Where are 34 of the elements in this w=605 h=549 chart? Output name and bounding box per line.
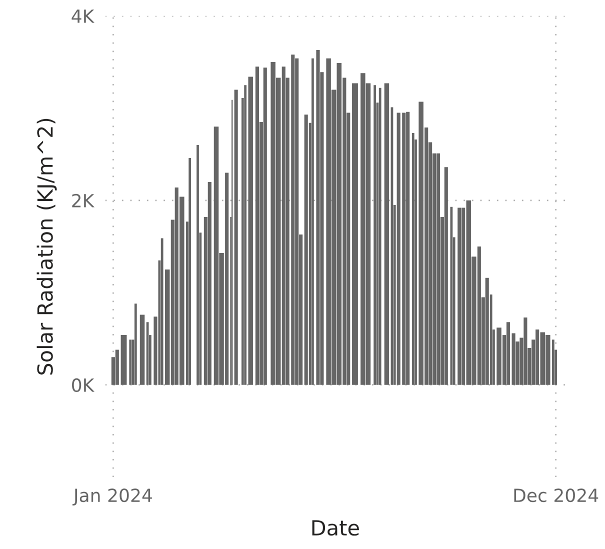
bar [524,318,528,385]
bar [316,50,320,385]
bar [485,278,489,385]
bar [188,158,192,385]
bar [196,145,199,385]
bar [444,167,448,385]
bar [140,314,145,385]
bar [129,340,132,385]
bar [512,333,516,385]
bar [255,66,259,385]
x-tick-label: Dec 2024 [514,488,598,502]
y-axis-title: Solar Radiation (KJ/m^2) [36,118,57,375]
bar [412,133,414,385]
bar [134,304,137,385]
bar [115,350,119,385]
bar [248,76,253,385]
bar [406,112,410,385]
bar [208,182,212,385]
bar [458,208,462,385]
x-tick-label: Jan 2024 [72,488,152,506]
y-tick-label: 4K [72,10,95,23]
bar [234,90,238,385]
x-axis-title: Date [312,520,359,536]
bar [436,153,440,385]
y-tick-label: 2K [72,194,95,208]
bar [263,68,267,385]
bar [295,58,299,385]
y-tick-label: 0K [72,378,95,392]
bar [304,114,308,385]
bar [378,88,382,385]
bar [384,83,390,385]
bar [374,85,376,385]
bar [506,322,510,385]
bar [312,58,314,385]
